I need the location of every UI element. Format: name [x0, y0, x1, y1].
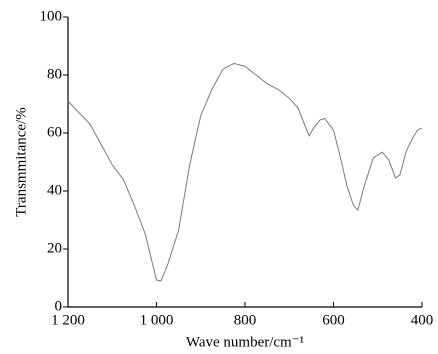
- x-tick-label: 1 000: [140, 312, 174, 328]
- x-tick-label: 1 200: [51, 312, 85, 328]
- x-tick-label: 600: [322, 312, 345, 328]
- y-tick-label: 40: [47, 182, 62, 198]
- x-tick-label: 400: [411, 312, 434, 328]
- y-tick-label: 20: [47, 240, 62, 256]
- spectrum-line: [67, 62, 423, 282]
- y-axis-label: Transmmitance/%: [13, 107, 29, 216]
- y-tick-label: 100: [40, 8, 63, 24]
- x-tick-label: 800: [234, 312, 257, 328]
- y-tick-label: 0: [55, 298, 63, 314]
- y-tick-label: 80: [47, 66, 62, 82]
- y-tick-label: 60: [47, 124, 62, 140]
- x-axis-label: Wave number/cm⁻¹: [186, 334, 304, 350]
